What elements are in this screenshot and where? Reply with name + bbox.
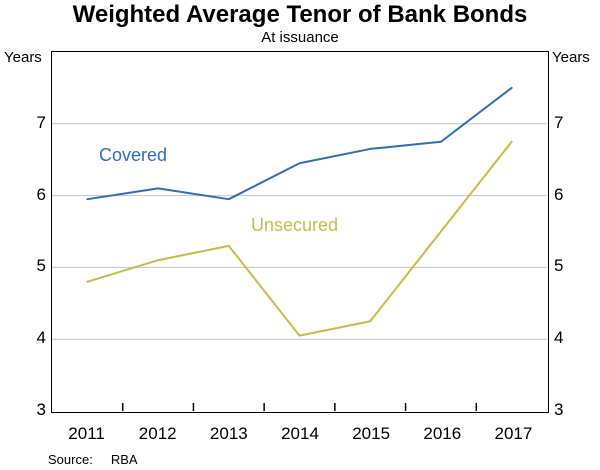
y-tick-label-left-6: 6 [36,184,46,204]
series-line-unsecured [86,140,513,337]
chart-subtitle: At issuance [261,29,339,46]
y-tick-label-right-5: 5 [554,256,564,276]
x-tick-label-2014: 2014 [281,424,319,443]
chart-title: Weighted Average Tenor of Bank Bonds [72,1,528,28]
source-note: Source: RBA [48,452,138,467]
y-tick-label-left-4: 4 [36,328,46,348]
plot-area: Covered Unsecured [51,51,549,413]
y-axis-unit-left: Years [4,49,42,66]
y-tick-label-right-6: 6 [554,184,564,204]
y-tick-label-left-7: 7 [36,112,46,132]
source-value: RBA [110,452,138,467]
y-tick-label-right-7: 7 [554,112,564,132]
series-line-covered [86,86,513,201]
y-tick-label-right-3: 3 [554,400,564,419]
x-tick-label-2011: 2011 [68,424,105,443]
x-tick-label-2012: 2012 [138,424,177,443]
source-label: Source: [48,452,93,467]
series-label-covered: Covered [99,145,168,165]
y-tick-label-left-3: 3 [36,400,46,419]
y-axis-unit-right: Years [552,49,590,66]
x-tick-label-2015: 2015 [352,424,391,443]
y-tick-label-left-5: 5 [36,256,46,276]
y-tick-label-right-4: 4 [554,328,564,348]
x-tick-label-2017: 2017 [494,424,533,443]
series-label-unsecured: Unsecured [251,215,339,235]
x-tick-label-2016: 2016 [423,424,462,443]
x-tick-label-2013: 2013 [209,424,248,443]
line-chart-canvas [52,86,547,411]
